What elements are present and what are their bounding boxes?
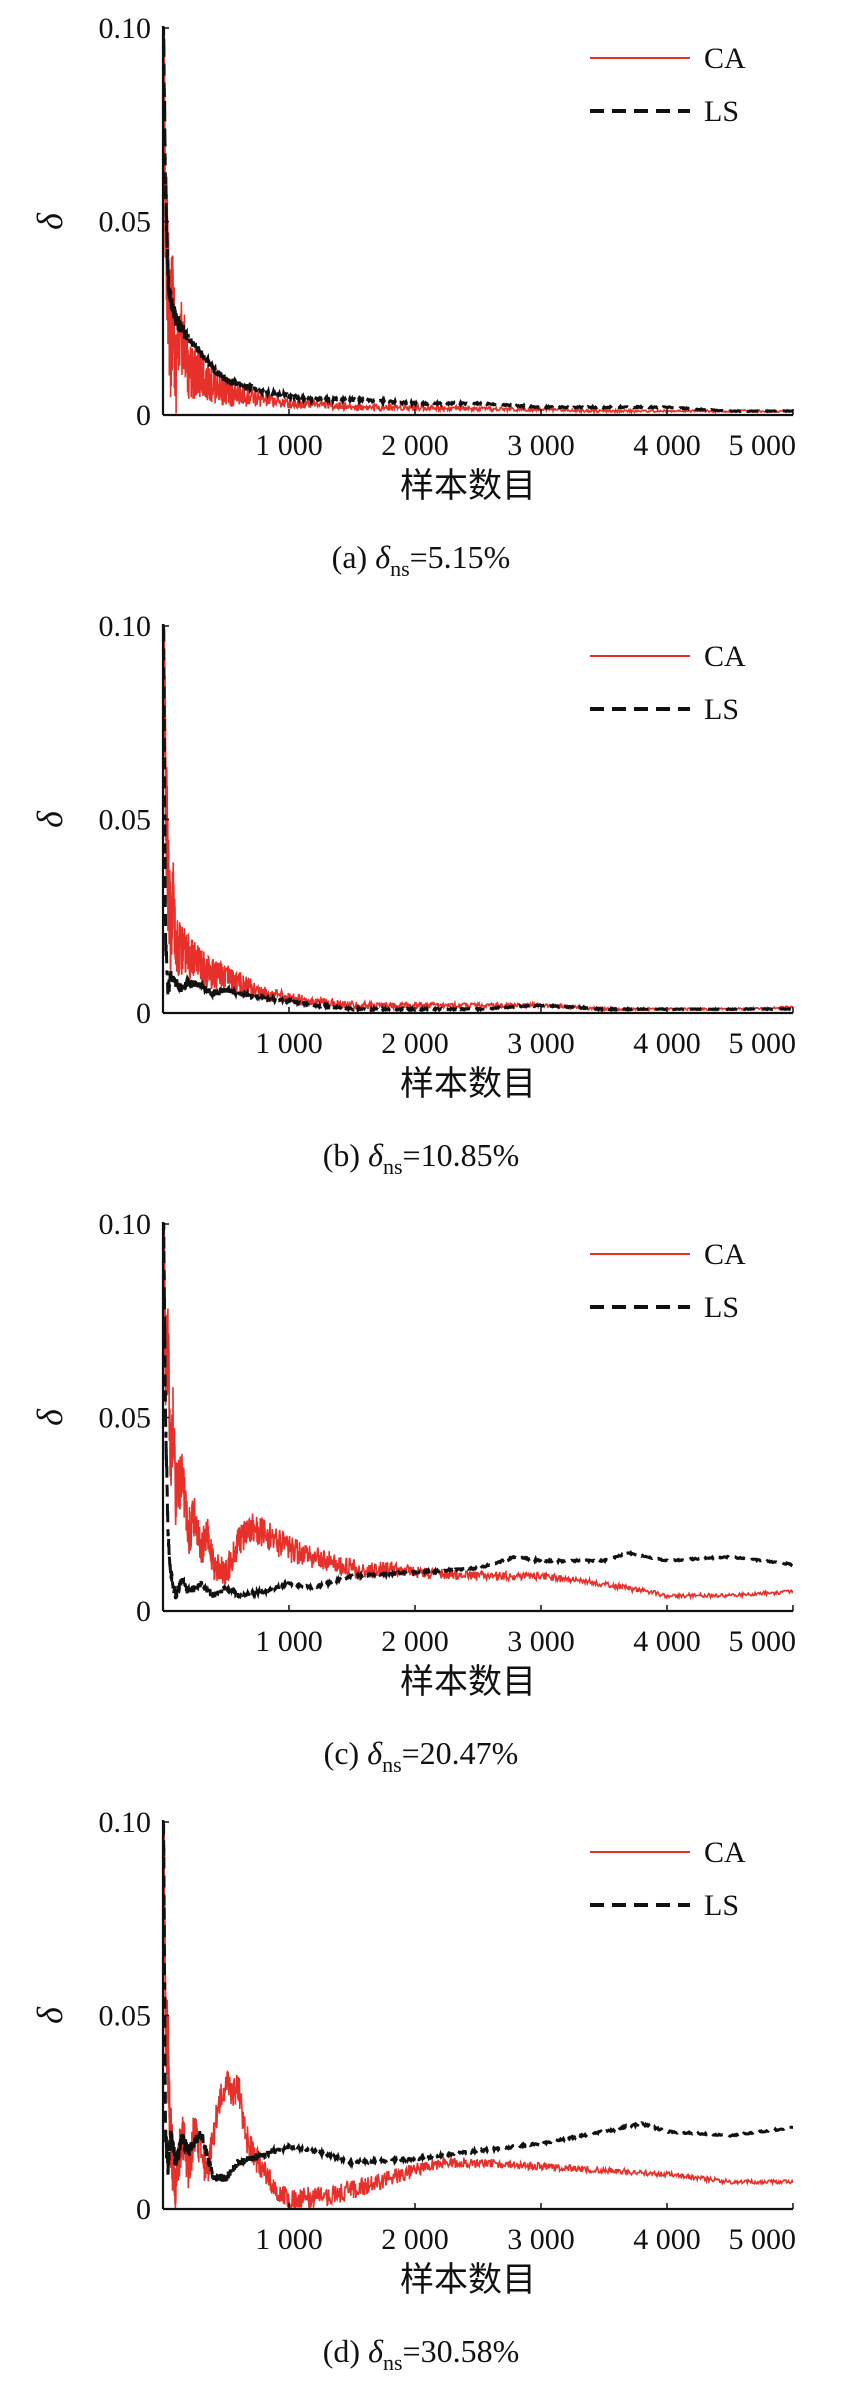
- panel-caption: (d) δns=30.58%: [323, 2333, 519, 2375]
- y-tick-label: 0.05: [99, 206, 152, 239]
- caption-symbol: δ: [375, 539, 391, 575]
- x-tick-label: 3 000: [507, 2223, 575, 2256]
- caption-symbol: δ: [367, 1735, 383, 1771]
- series-line-ca: [163, 1223, 793, 1601]
- x-tick-label: 1 000: [255, 429, 323, 462]
- x-tick-label: 5 000: [729, 1027, 797, 1060]
- panel-label: (c): [324, 1735, 360, 1771]
- caption-value: =10.85%: [403, 1137, 520, 1173]
- caption-subscript: ns: [383, 1154, 403, 1179]
- legend-label-ca: CA: [704, 42, 746, 75]
- x-axis-label: 样本数目: [400, 2261, 536, 2299]
- series-line-ls: [163, 1222, 793, 1601]
- chart-panel-3: 1 000 2 000 3 000 4 000 5 000 0 0.05 0.10 δ 样本数目 C…: [30, 1208, 797, 1777]
- caption-value: =20.47%: [402, 1735, 519, 1771]
- series-line-ls: [163, 624, 793, 1013]
- series-line-ca: [163, 1821, 793, 2209]
- panel-label: (d): [323, 2333, 360, 2369]
- y-axis-label: δ: [30, 1408, 70, 1426]
- y-tick-label: 0.10: [99, 610, 152, 643]
- y-axis-label: δ: [30, 810, 70, 828]
- x-axis-label: 样本数目: [400, 1663, 536, 1701]
- caption-subscript: ns: [390, 556, 410, 581]
- y-tick-label: 0: [136, 2193, 151, 2226]
- panel-caption: (b) δns=10.85%: [323, 1137, 519, 1179]
- caption-subscript: ns: [382, 1752, 402, 1777]
- x-tick-label: 5 000: [729, 429, 797, 462]
- panel-label: (a): [332, 539, 368, 575]
- legend-label-ls: LS: [704, 95, 739, 128]
- y-tick-label: 0.05: [99, 804, 152, 837]
- caption-value: =5.15%: [410, 539, 511, 575]
- x-tick-label: 4 000: [633, 1625, 701, 1658]
- series-line-ls: [163, 26, 793, 414]
- y-tick-label: 0: [136, 399, 151, 432]
- legend-label-ca: CA: [704, 640, 746, 673]
- y-tick-label: 0: [136, 1595, 151, 1628]
- y-tick-label: 0.10: [99, 1208, 152, 1241]
- legend-label-ls: LS: [704, 693, 739, 726]
- y-tick-label: 0.05: [99, 2000, 152, 2033]
- chart-panel-1: 1 000 2 000 3 000 4 000 5 00000.050.10δ样本数目C…: [30, 12, 797, 581]
- series-line-ls: [163, 1820, 793, 2183]
- x-tick-label: 4 000: [633, 1027, 701, 1060]
- caption-value: =30.58%: [403, 2333, 520, 2369]
- series-line-ca: [163, 27, 793, 415]
- x-axis-label: 样本数目: [400, 1065, 536, 1103]
- x-tick-label: 2 000: [381, 1625, 449, 1658]
- caption-subscript: ns: [383, 2350, 403, 2375]
- x-tick-label: 1 000: [255, 2223, 323, 2256]
- panel-caption: (a) δns=5.15%: [332, 539, 511, 581]
- legend-label-ls: LS: [704, 1889, 739, 1922]
- x-tick-label: 5 000: [729, 1625, 797, 1658]
- chart-panel-2: 1 000 2 000 3 000 4 000 5 000 0 0.05 0.10 δ 样本数目 C…: [30, 610, 797, 1179]
- x-tick-label: 5 000: [729, 2223, 797, 2256]
- caption-symbol: δ: [368, 2333, 384, 2369]
- x-tick-label: 1 000: [255, 1625, 323, 1658]
- y-tick-label: 0.10: [99, 12, 152, 45]
- panel-label: (b): [323, 1137, 360, 1173]
- series-line-ca: [163, 625, 793, 1013]
- panel-caption: (c) δns=20.47%: [324, 1735, 519, 1777]
- caption-symbol: δ: [368, 1137, 384, 1173]
- y-tick-label: 0.05: [99, 1402, 152, 1435]
- chart-panel-4: 1 000 2 000 3 000 4 000 5 000 0 0.05 0.10 δ 样本数目 C…: [30, 1806, 797, 2375]
- x-tick-label: 2 000: [381, 1027, 449, 1060]
- y-tick-label: 0: [136, 997, 151, 1030]
- x-axis-label: 样本数目: [400, 467, 536, 505]
- x-tick-label: 1 000: [255, 1027, 323, 1060]
- x-tick-label: 4 000: [633, 429, 701, 462]
- x-tick-label: 3 000: [507, 1625, 575, 1658]
- legend-label-ca: CA: [704, 1836, 746, 1869]
- y-axis-label: δ: [30, 212, 70, 230]
- y-axis-label: δ: [30, 2006, 70, 2024]
- x-tick-label: 2 000: [381, 2223, 449, 2256]
- x-tick-label: 2 000: [381, 429, 449, 462]
- x-tick-label: 4 000: [633, 2223, 701, 2256]
- y-tick-label: 0.10: [99, 1806, 152, 1839]
- x-tick-label: 3 000: [507, 429, 575, 462]
- x-tick-label: 3 000: [507, 1027, 575, 1060]
- legend-label-ca: CA: [704, 1238, 746, 1271]
- legend-label-ls: LS: [704, 1291, 739, 1324]
